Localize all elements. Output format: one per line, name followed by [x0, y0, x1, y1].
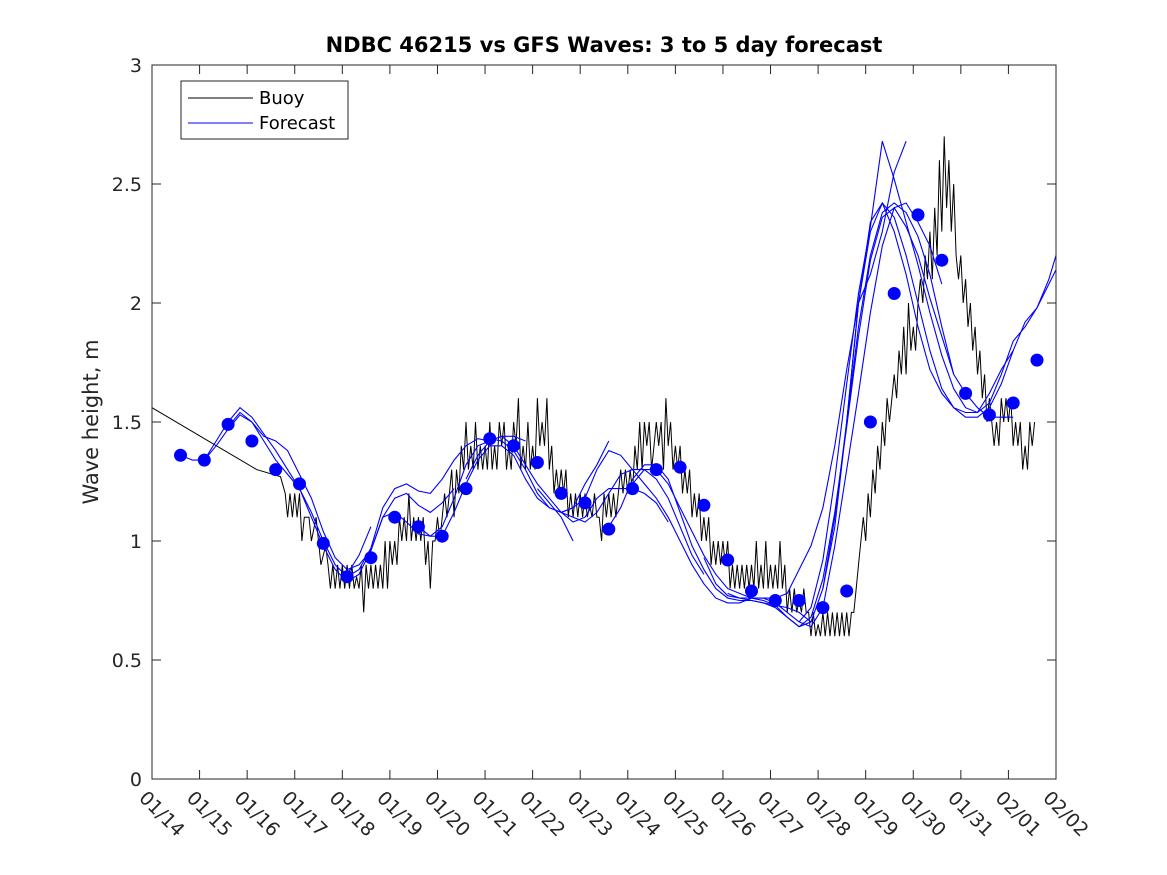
forecast-marker-6 [293, 477, 306, 491]
series-buoy-line [151, 136, 1036, 637]
forecast-marker-24 [721, 553, 735, 567]
marker-layer [174, 208, 1044, 615]
forecast-marker-26 [768, 594, 782, 607]
y-tick-label: 1.5 [112, 412, 142, 434]
forecast-marker-1 [174, 448, 187, 462]
plot-area [152, 65, 1056, 779]
forecast-marker-33 [935, 253, 949, 267]
series-forecast-line-3 [227, 411, 526, 583]
forecast-marker-20 [626, 482, 639, 496]
forecast-marker-29 [840, 584, 854, 598]
forecast-marker-36 [1006, 396, 1020, 410]
forecast-marker-28 [816, 601, 830, 615]
forecast-marker-23 [697, 498, 711, 512]
legend-label-forecast: Forecast [259, 113, 335, 134]
forecast-marker-27 [792, 594, 806, 607]
y-tick-label: 2.5 [112, 174, 142, 196]
forecast-marker-2 [197, 453, 211, 467]
forecast-marker-25 [745, 584, 758, 598]
forecast-marker-30 [863, 415, 877, 429]
forecast-marker-12 [435, 529, 449, 543]
forecast-marker-13 [459, 482, 473, 496]
legend-label-buoy: Buoy [259, 88, 305, 109]
forecast-marker-37 [1030, 353, 1044, 367]
forecast-marker-32 [911, 208, 925, 222]
forecast-marker-22 [673, 460, 687, 474]
legend-box [180, 80, 349, 140]
forecast-marker-11 [411, 520, 425, 534]
forecast-marker-17 [554, 486, 568, 500]
y-tick-label: 2 [130, 293, 142, 315]
y-tick-label: 0.5 [112, 650, 142, 672]
forecast-marker-16 [530, 456, 544, 469]
series-forecast-line-4 [346, 526, 372, 575]
forecast-marker-3 [221, 417, 235, 431]
forecast-marker-8 [340, 570, 354, 584]
series-forecast-line-5 [418, 440, 610, 537]
series-forecast-line-1 [180, 414, 455, 571]
legend: Buoy Forecast [180, 80, 349, 140]
series-forecast-line-9 [560, 449, 752, 604]
y-tick-label: 0 [130, 769, 142, 791]
forecast-marker-9 [364, 551, 378, 565]
y-axis: 0 0.5 1 1.5 2 2.5 3 [112, 55, 1056, 791]
y-tick-label: 3 [130, 55, 142, 77]
forecast-marker-10 [388, 510, 402, 524]
forecast-marker-14 [483, 432, 497, 446]
forecast-marker-35 [982, 408, 996, 422]
series-forecast-line-7 [489, 438, 705, 575]
chart-title: NDBC 46215 vs GFS Waves: 3 to 5 day fore… [326, 33, 883, 57]
forecast-marker-21 [649, 463, 663, 477]
forecast-marker-34 [959, 386, 973, 400]
series-forecast-line-8 [536, 488, 574, 542]
forecast-marker-31 [887, 287, 901, 300]
forecast-marker-19 [602, 522, 616, 536]
y-tick-label: 1 [130, 531, 142, 553]
forecast-marker-4 [245, 434, 259, 448]
forecast-marker-15 [507, 439, 521, 453]
forecast-marker-7 [316, 536, 330, 550]
series-forecast-line-17 [846, 201, 1057, 423]
forecast-marker-18 [578, 496, 592, 510]
y-axis-label: Wave height, m [79, 339, 103, 504]
forecast-marker-5 [269, 463, 283, 477]
